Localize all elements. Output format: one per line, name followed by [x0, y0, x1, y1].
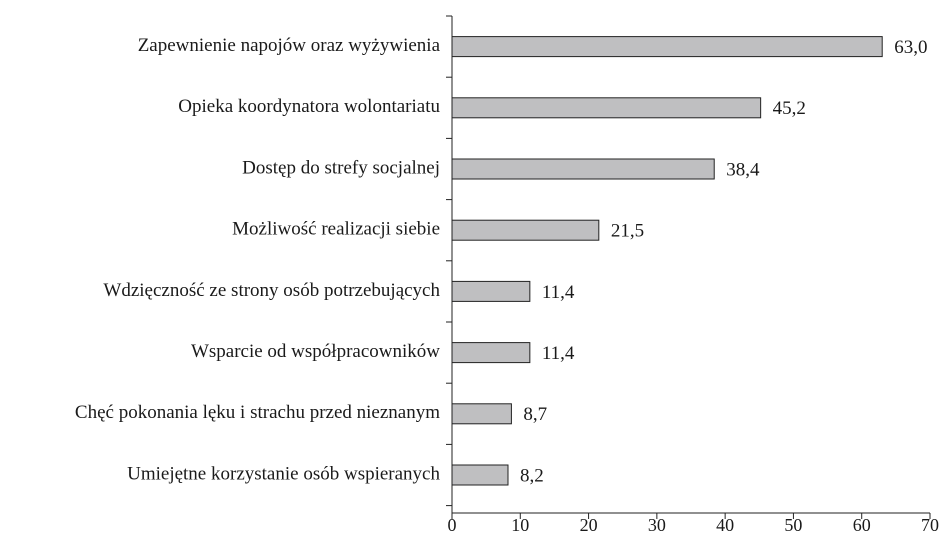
category-label: Dostęp do strefy socjalnej [242, 157, 440, 178]
x-tick-label: 10 [511, 515, 529, 535]
category-label: Opieka koordynatora wolontariatu [178, 96, 440, 117]
bar [451, 280, 531, 302]
value-label: 45,2 [773, 98, 806, 119]
category-label: Wdzięczność ze strony osób potrzebującyc… [103, 280, 440, 301]
value-label: 38,4 [726, 159, 760, 180]
bar [451, 219, 600, 241]
value-label: 21,5 [611, 221, 644, 242]
category-label: Zapewnienie napojów oraz wyżywienia [138, 35, 441, 56]
category-label: Umiejętne korzystanie osób wspieranych [127, 463, 440, 484]
value-label: 11,4 [542, 343, 575, 364]
bar [451, 97, 762, 119]
bar [451, 158, 715, 180]
bar [451, 403, 512, 425]
x-tick-label: 0 [448, 515, 457, 535]
x-tick-label: 30 [648, 515, 666, 535]
value-label: 8,2 [520, 465, 544, 486]
x-tick-label: 50 [784, 515, 802, 535]
x-tick-label: 40 [716, 515, 734, 535]
category-label: Możliwość realizacji siebie [232, 219, 440, 240]
value-label: 8,7 [523, 404, 547, 425]
category-label: Chęć pokonania lęku i strachu przed niez… [75, 402, 440, 423]
value-label: 63,0 [894, 37, 927, 58]
x-tick-label: 60 [853, 515, 871, 535]
category-label: Wsparcie od współpracowników [191, 341, 440, 362]
bar [451, 464, 509, 486]
value-label: 11,4 [542, 282, 575, 303]
bar [451, 36, 883, 58]
x-tick-label: 70 [921, 515, 939, 535]
x-tick-label: 20 [580, 515, 598, 535]
bar [451, 342, 531, 364]
